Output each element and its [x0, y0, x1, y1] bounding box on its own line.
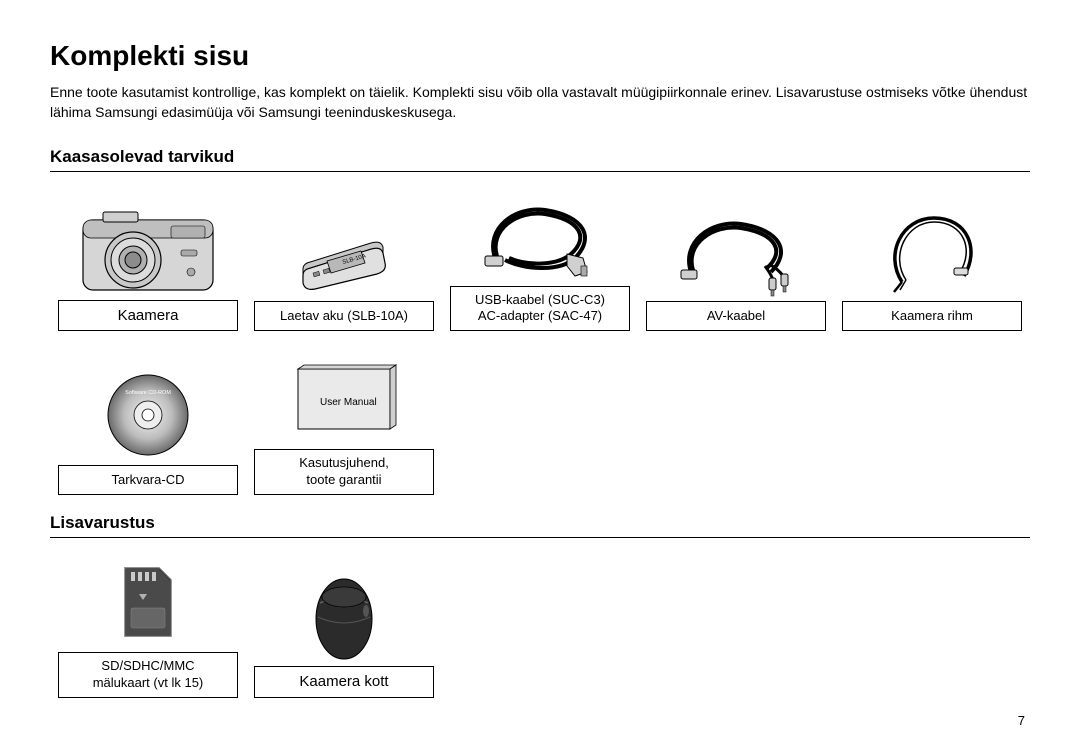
camera-case-label: Kaamera kott: [254, 666, 434, 698]
usb-label-l1: USB-kaabel (SUC-C3): [453, 292, 627, 309]
strap-label: Kaamera rihm: [842, 301, 1022, 331]
optional-row: SD/SDHC/MMC mälukaart (vt lk 15) Kaamera…: [50, 552, 1030, 716]
usb-adapter-label: USB-kaabel (SUC-C3) AC-adapter (SAC-47): [450, 286, 630, 332]
usb-cable-icon: [465, 188, 615, 283]
sd-label-l1: SD/SDHC/MMC: [61, 658, 235, 675]
sd-card-icon: [113, 560, 183, 645]
item-software-cd: Software CD-ROM Tarkvara-CD: [50, 349, 246, 495]
usb-label-l2: AC-adapter (SAC-47): [453, 308, 627, 325]
optional-accessories-title: Lisavarustus: [50, 513, 1030, 538]
cd-icon: Software CD-ROM: [103, 370, 193, 460]
manual-label-l2: toote garantii: [257, 472, 431, 489]
item-camera: Kaamera: [50, 186, 246, 332]
battery-label: Laetav aku (SLB-10A): [254, 301, 434, 331]
item-manual: User Manual Kasutusjuhend, toote garanti…: [246, 349, 442, 495]
page-title: Komplekti sisu: [50, 40, 1030, 72]
manual-label-l1: Kasutusjuhend,: [257, 455, 431, 472]
included-row-1: Kaamera SLB-10A Laetav aku (SLB-10A): [50, 186, 1030, 350]
item-usb-adapter: USB-kaabel (SUC-C3) AC-adapter (SAC-47): [442, 186, 638, 332]
cd-label: Tarkvara-CD: [58, 465, 238, 495]
cd-text: Software CD-ROM: [125, 390, 171, 396]
camera-case-icon: [304, 569, 384, 664]
battery-icon: SLB-10A: [289, 211, 399, 291]
manual-icon: User Manual: [284, 357, 404, 442]
av-cable-icon: [661, 204, 811, 299]
included-accessories-title: Kaasasolevad tarvikud: [50, 147, 1030, 172]
intro-text: Enne toote kasutamist kontrollige, kas k…: [50, 82, 1030, 123]
camera-icon: [73, 202, 223, 297]
item-sd-card: SD/SDHC/MMC mälukaart (vt lk 15): [50, 552, 246, 698]
sd-card-label: SD/SDHC/MMC mälukaart (vt lk 15): [58, 652, 238, 698]
included-row-2: Software CD-ROM Tarkvara-CD User Manual …: [50, 349, 1030, 513]
item-camera-case: Kaamera kott: [246, 552, 442, 698]
sd-label-l2: mälukaart (vt lk 15): [61, 675, 235, 692]
av-cable-label: AV-kaabel: [646, 301, 826, 331]
camera-label: Kaamera: [58, 300, 238, 332]
item-strap: Kaamera rihm: [834, 186, 1030, 332]
page-number: 7: [1018, 713, 1025, 728]
manual-label: Kasutusjuhend, toote garantii: [254, 449, 434, 495]
item-av-cable: AV-kaabel: [638, 186, 834, 332]
strap-icon: [872, 204, 992, 299]
manual-text: User Manual: [320, 397, 377, 408]
item-battery: SLB-10A Laetav aku (SLB-10A): [246, 186, 442, 332]
